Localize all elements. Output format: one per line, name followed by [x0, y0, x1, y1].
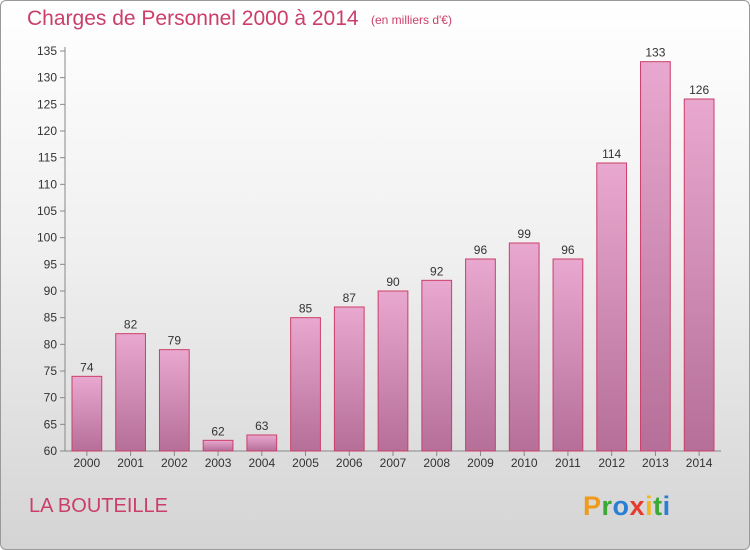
value-label-2004: 63: [255, 419, 269, 433]
value-label-2012: 114: [602, 147, 621, 161]
y-tick-label: 135: [37, 44, 57, 58]
x-tick-label-2005: 2005: [292, 456, 319, 470]
chart-subtitle: (en milliers d'€): [371, 13, 452, 27]
bar-2008: [421, 279, 453, 452]
logo-letter: x: [629, 491, 646, 521]
bar-2007: [377, 290, 409, 452]
x-tick-label-2013: 2013: [642, 456, 669, 470]
y-tick-label: 75: [44, 364, 58, 378]
x-tick-label-2000: 2000: [74, 456, 101, 470]
y-tick-label: 115: [38, 151, 57, 165]
value-label-2010: 99: [518, 227, 532, 241]
y-tick-label: 130: [37, 71, 57, 85]
y-tick-label: 90: [44, 284, 58, 298]
y-tick-label: 80: [44, 337, 58, 351]
value-label-2013: 133: [645, 46, 665, 60]
x-tick-label-2001: 2001: [117, 456, 144, 470]
x-tick-label-2003: 2003: [205, 456, 232, 470]
bar-2001: [115, 333, 146, 452]
x-tick-label-2014: 2014: [686, 456, 713, 470]
x-tick-label-2011: 2011: [555, 456, 581, 470]
bar-2003: [202, 439, 234, 452]
bar-2000: [71, 375, 103, 452]
bar-2012: [596, 162, 628, 452]
y-tick-label: 125: [37, 97, 57, 111]
value-label-2000: 74: [80, 360, 94, 374]
bar-2013: [640, 61, 671, 452]
value-label-2014: 126: [689, 83, 709, 97]
logo-letter: t: [653, 491, 663, 521]
bar-2005: [290, 317, 321, 452]
commune-name: LA BOUTEILLE: [29, 495, 168, 517]
value-label-2002: 79: [168, 334, 182, 348]
value-label-2008: 92: [430, 264, 444, 278]
bar-2006: [333, 306, 365, 452]
y-tick-label: 85: [44, 311, 58, 325]
logo-letter: i: [662, 491, 671, 521]
chart-title: Charges de Personnel 2000 à 2014: [27, 7, 359, 30]
bar-2011: [552, 258, 584, 452]
logo-letter: r: [601, 491, 613, 521]
value-label-2006: 87: [343, 291, 357, 305]
bar-2014: [683, 98, 715, 452]
x-tick-label-2007: 2007: [380, 456, 407, 470]
y-tick-label: 60: [44, 444, 58, 458]
y-tick-label: 110: [38, 177, 57, 191]
logo-letter: o: [612, 491, 630, 521]
bar-2010: [508, 242, 540, 452]
value-label-2011: 96: [561, 243, 575, 257]
x-tick-label-2009: 2009: [467, 456, 494, 470]
logo-letter: i: [645, 491, 654, 521]
y-tick-label: 65: [44, 417, 58, 431]
y-tick-label: 100: [37, 231, 57, 245]
x-tick-label-2004: 2004: [248, 456, 275, 470]
y-tick-label: 105: [37, 204, 57, 218]
value-label-2003: 62: [211, 424, 225, 438]
x-tick-label-2008: 2008: [423, 456, 450, 470]
value-label-2007: 90: [386, 275, 400, 289]
value-label-2009: 96: [474, 243, 488, 257]
value-label-2001: 82: [124, 318, 138, 332]
y-tick-label: 70: [44, 391, 58, 405]
x-tick-label-2006: 2006: [336, 456, 363, 470]
bar-2004: [246, 434, 278, 452]
x-tick-label-2010: 2010: [511, 456, 538, 470]
y-tick-label: 120: [37, 124, 57, 138]
bar-2009: [465, 258, 496, 452]
y-tick-label: 95: [44, 257, 58, 271]
proxiti-logo: Proxiti: [583, 491, 671, 522]
bar-2002: [158, 349, 190, 452]
x-tick-label-2012: 2012: [598, 456, 625, 470]
x-tick-label-2002: 2002: [161, 456, 188, 470]
logo-letter: P: [583, 491, 602, 521]
value-label-2005: 85: [299, 302, 313, 316]
